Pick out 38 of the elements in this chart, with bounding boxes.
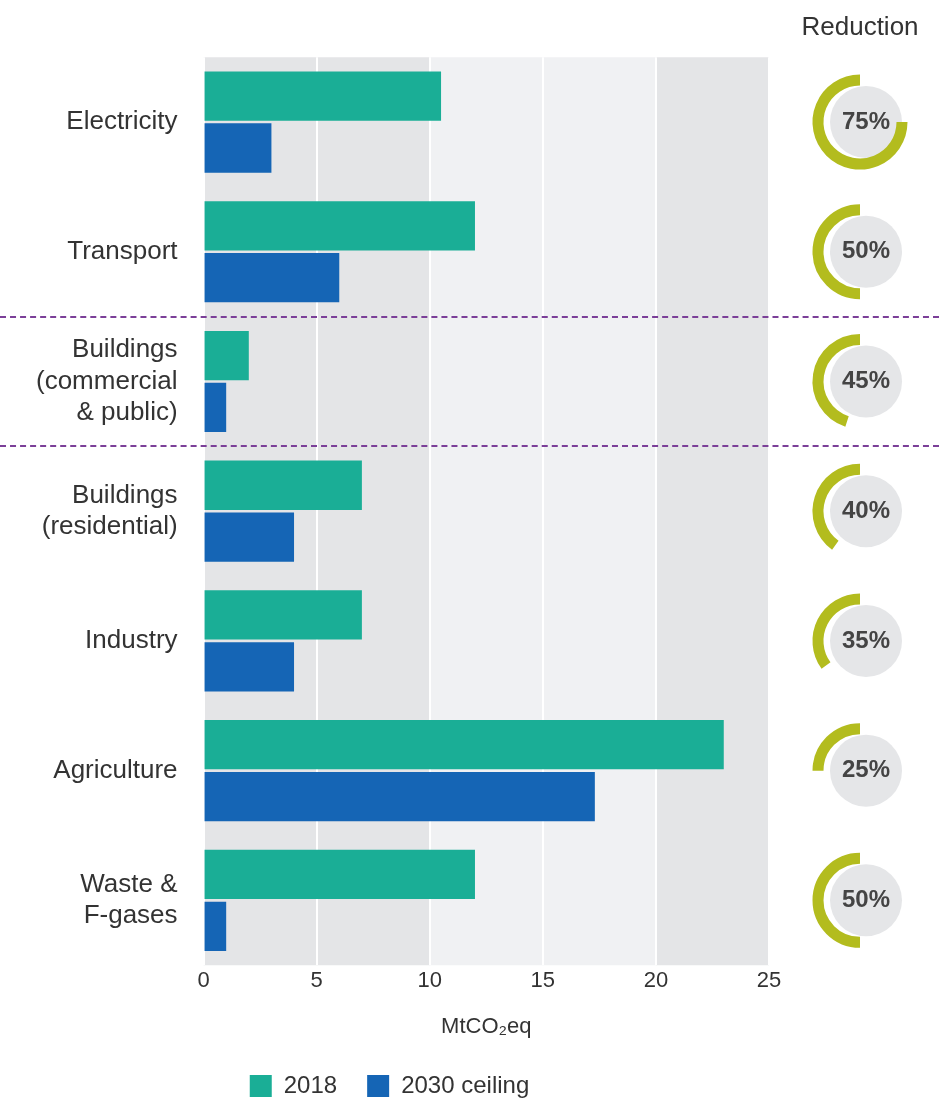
bar [204, 460, 362, 510]
x-axis-title: MtCO₂eq [441, 1012, 532, 1038]
x-tick-label: 20 [643, 967, 669, 993]
x-tick-label: 0 [197, 967, 210, 993]
bar [204, 901, 227, 951]
x-tick-label: 25 [756, 967, 782, 993]
legend-label: 2018 [283, 1070, 338, 1098]
y-tick-label: Agriculture [53, 753, 178, 784]
text: 75% [841, 106, 891, 134]
text: Reduction [801, 11, 919, 42]
x-tick-label: 5 [310, 967, 323, 993]
text: 35% [841, 625, 891, 653]
bar [204, 720, 724, 770]
bar [204, 330, 249, 381]
x-tick-label: 15 [530, 967, 556, 993]
bar [204, 642, 295, 692]
text: 50% [841, 884, 891, 912]
bar [204, 382, 227, 433]
text: 45% [841, 366, 891, 394]
y-tick-label: Buildings (residential) [41, 478, 178, 540]
y-tick-label: Waste & F-gases [80, 867, 178, 930]
x-tick-label: 10 [417, 967, 442, 993]
bar [204, 201, 475, 251]
y-tick-label: Electricity [66, 105, 178, 136]
y-tick-label: Industry [85, 624, 178, 655]
bar [204, 253, 340, 303]
bar [204, 123, 272, 173]
bar [204, 512, 295, 562]
bar [204, 849, 475, 900]
bar [204, 590, 362, 640]
text: 40% [841, 495, 891, 523]
text: 25% [841, 755, 891, 783]
legend-label: 2030 ceiling [401, 1070, 530, 1098]
y-tick-label: Transport [67, 234, 179, 265]
bar [204, 71, 442, 121]
y-tick-label: Buildings (commercial & public) [35, 333, 178, 426]
text: 50% [841, 236, 891, 264]
bar [204, 771, 595, 822]
